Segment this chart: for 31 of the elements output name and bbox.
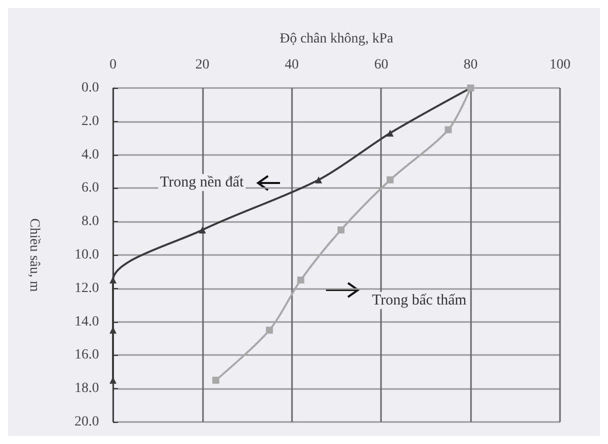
y-axis-title: Chiều sâu, m — [26, 218, 42, 292]
y-tick-label: 20.0 — [74, 414, 99, 430]
y-tick-label: 16.0 — [74, 348, 99, 363]
y-tick-label: 14.0 — [74, 314, 99, 330]
x-tick-label: 80 — [464, 58, 478, 72]
y-tick-label: 10.0 — [74, 248, 99, 262]
y-tick-label: 8.0 — [82, 214, 99, 230]
text: Trong bấc thấm — [372, 292, 467, 308]
x-tick-label: 0 — [110, 58, 116, 72]
y-tick-label: 4.0 — [82, 147, 99, 162]
point — [297, 276, 304, 284]
point — [386, 176, 394, 184]
point — [212, 376, 220, 384]
y-tick-label: 2.0 — [82, 114, 99, 129]
x-tick-label: 60 — [374, 58, 388, 72]
x-axis-title: Độ chân không, kPa — [280, 32, 394, 46]
x-tick-label: 20 — [195, 58, 210, 72]
point — [110, 276, 116, 284]
x-tick-label: 100 — [550, 58, 570, 72]
x-tick-label: 40 — [284, 58, 299, 72]
point — [337, 226, 344, 234]
point — [315, 176, 322, 184]
point — [198, 226, 206, 234]
series-label: Trong nền đất — [160, 174, 244, 190]
point — [266, 326, 273, 334]
y-tick-label: 6.0 — [82, 180, 99, 196]
y-tick-label: 18.0 — [74, 381, 99, 396]
point — [444, 126, 452, 134]
point — [386, 130, 394, 137]
y-tick-label: 12.0 — [74, 280, 99, 296]
y-tick-label: 0.0 — [82, 80, 99, 96]
